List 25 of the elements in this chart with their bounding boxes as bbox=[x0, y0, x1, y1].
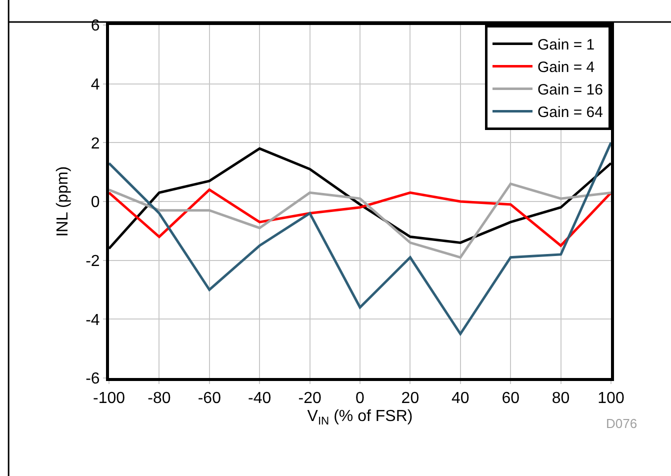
x-tick-label: -80 bbox=[148, 390, 171, 408]
y-tick-label: 2 bbox=[90, 135, 100, 152]
x-tick-label: 80 bbox=[552, 390, 570, 408]
x-axis-title: V$_{IN}$ (% of FSR) bbox=[307, 408, 413, 428]
y-tick-label: -2 bbox=[86, 252, 100, 270]
y-tick-label: 6 bbox=[90, 18, 100, 35]
x-tick-label: -20 bbox=[298, 390, 322, 408]
legend-label: Gain = 16 bbox=[538, 82, 603, 99]
x-tick-label: 0 bbox=[356, 390, 365, 408]
x-tick-label: 40 bbox=[452, 390, 470, 408]
y-tick-label: -4 bbox=[86, 312, 100, 329]
y-axis-title: INL (ppm) bbox=[54, 166, 72, 237]
x-tick-label: -40 bbox=[248, 390, 272, 408]
legend-label: Gain = 1 bbox=[538, 36, 595, 54]
y-tick-label: 4 bbox=[90, 76, 100, 94]
x-tick-label: 20 bbox=[401, 390, 420, 408]
legend-label: Gain = 4 bbox=[538, 59, 595, 76]
x-tick-label: 60 bbox=[502, 390, 520, 408]
y-tick-label: 0 bbox=[90, 194, 100, 212]
x-tick-label: 100 bbox=[598, 390, 624, 408]
y-tick-label: -6 bbox=[86, 370, 100, 388]
text: D076 bbox=[606, 416, 638, 431]
x-tick-label: -60 bbox=[198, 390, 222, 408]
x-tick-label: -100 bbox=[92, 390, 126, 408]
legend-label: Gain = 64 bbox=[538, 104, 603, 122]
